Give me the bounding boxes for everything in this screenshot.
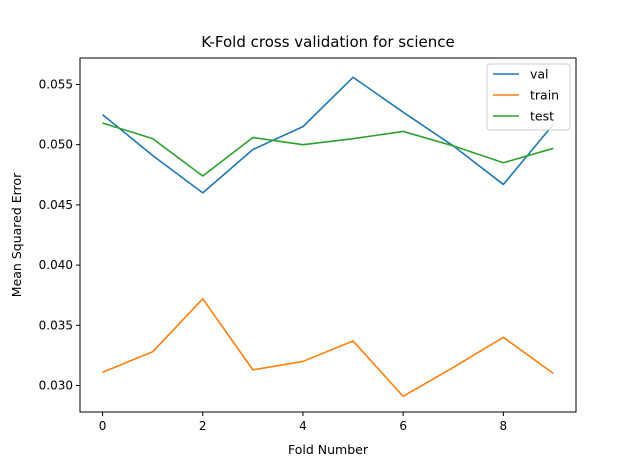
x-tick-label: 8 bbox=[500, 419, 508, 433]
y-axis-label: Mean Squared Error bbox=[9, 172, 24, 297]
y-tick-label: 0.050 bbox=[39, 138, 73, 152]
series-line-train bbox=[102, 298, 554, 398]
x-tick-label: 0 bbox=[99, 419, 107, 433]
legend-label-val: val bbox=[530, 67, 549, 82]
series-line-test bbox=[102, 122, 554, 177]
y-tick-label: 0.035 bbox=[39, 318, 73, 332]
axis-ticks: 0 2 4 6 8 0.030 0.035 0.040 0.045 0.050 0.055 bbox=[39, 77, 508, 433]
y-tick-label: 0.045 bbox=[39, 198, 73, 212]
x-tick-label: 4 bbox=[299, 419, 307, 433]
legend: val train test bbox=[486, 63, 571, 131]
legend-label-test: test bbox=[530, 109, 554, 124]
plot-frame bbox=[79, 57, 577, 413]
y-tick-label: 0.030 bbox=[39, 379, 73, 393]
x-axis-label: Fold Number bbox=[288, 442, 369, 457]
x-tick-label: 6 bbox=[399, 419, 407, 433]
y-tick-label: 0.040 bbox=[39, 258, 73, 272]
legend-label-train: train bbox=[530, 88, 559, 103]
x-tick-label: 2 bbox=[199, 419, 207, 433]
series-lines bbox=[102, 76, 555, 398]
legend-box bbox=[486, 63, 571, 131]
series-line-val bbox=[102, 76, 555, 194]
y-tick-label: 0.055 bbox=[39, 77, 73, 91]
chart-title: K-Fold cross validation for science bbox=[201, 33, 455, 51]
